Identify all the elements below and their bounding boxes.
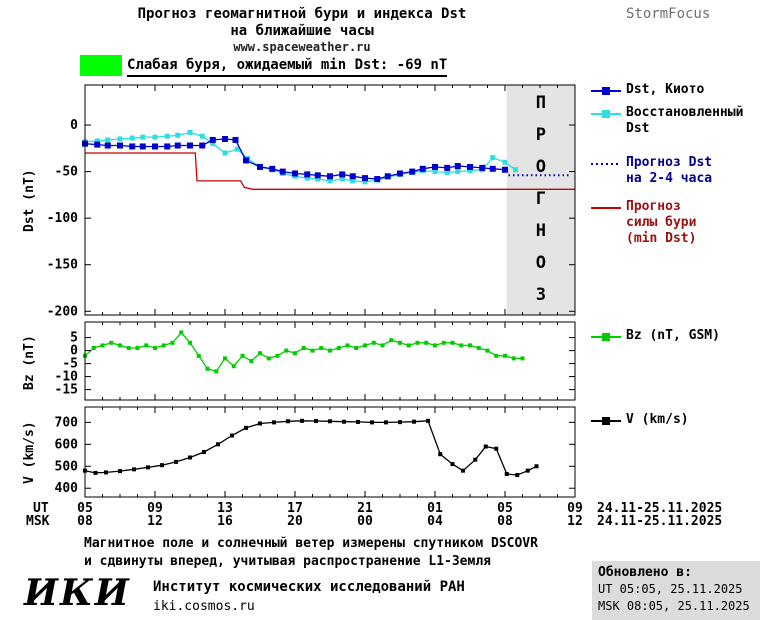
msk-date-range: 24.11-25.11.2025	[597, 514, 723, 529]
svg-text:Г: Г	[536, 189, 546, 209]
page-subtitle: на ближайшие часы	[230, 23, 374, 39]
svg-text:-15: -15	[55, 383, 78, 398]
legend-restored-dst: Восстановленный Dst	[591, 105, 743, 137]
legend-v: V (km/s)	[591, 412, 689, 428]
svg-text:05: 05	[77, 501, 93, 516]
svg-text:О: О	[536, 157, 546, 177]
svg-text:5: 5	[70, 331, 78, 346]
legend-dst-kyoto: Dst, Киото	[591, 82, 704, 98]
iki-logo: ИКИ	[24, 572, 131, 614]
svg-text:-150: -150	[47, 258, 78, 273]
updated-ut: UT 05:05, 25.11.2025	[598, 582, 743, 596]
svg-text:З: З	[536, 285, 546, 305]
svg-text:17: 17	[287, 501, 303, 516]
v-axis-label: V (km/s)	[22, 421, 37, 484]
legend-bz: Bz (nT, GSM)	[591, 328, 720, 344]
svg-text:П: П	[536, 93, 546, 113]
svg-text:00: 00	[357, 514, 373, 529]
svg-text:700: 700	[55, 415, 79, 430]
svg-text:-5: -5	[62, 357, 78, 372]
svg-text:0: 0	[70, 344, 78, 359]
ut-date-range: 24.11-25.11.2025	[597, 501, 723, 516]
svg-text:-100: -100	[47, 211, 78, 226]
svg-text:09: 09	[567, 501, 583, 516]
legend-label: V (km/s)	[626, 412, 689, 427]
svg-text:Н: Н	[536, 221, 546, 241]
svg-text:400: 400	[55, 481, 79, 496]
svg-text:Р: Р	[536, 125, 546, 145]
chart-panels: ПРОГНОЗ0-50-100-150-20050-5-10-157006005…	[47, 84, 583, 529]
dst-kyoto-swatch	[591, 87, 621, 95]
svg-text:08: 08	[497, 514, 513, 529]
footnote-line2: и сдвинуты вперед, учитывая распростране…	[84, 554, 491, 569]
svg-text:01: 01	[427, 501, 443, 516]
storm-alert-text: Слабая буря, ожидаемый min Dst: -69 nT	[127, 57, 448, 77]
legend-label: Bz (nT, GSM)	[626, 328, 720, 343]
legend-label: Восстановленный Dst	[626, 105, 744, 136]
svg-text:13: 13	[217, 501, 233, 516]
svg-text:-50: -50	[55, 165, 79, 180]
brand-label: StormFocus	[626, 6, 711, 22]
legend-storm-strength: Прогноз силы бури (min Dst)	[591, 199, 696, 247]
legend-label: Прогноз Dst на 2-4 часа	[626, 155, 713, 186]
svg-text:12: 12	[147, 514, 163, 529]
page-title: Прогноз геомагнитной бури и индекса Dst	[137, 6, 467, 22]
institute-url[interactable]: iki.cosmos.ru	[153, 599, 255, 614]
bz-swatch	[591, 333, 621, 341]
legend-label: Прогноз силы бури (min Dst)	[626, 199, 697, 246]
svg-text:20: 20	[287, 514, 303, 529]
svg-text:05: 05	[497, 501, 513, 516]
footnote-line1: Магнитное поле и солнечный ветер измерен…	[84, 536, 538, 551]
dst-axis-label: Dst (nT)	[22, 169, 37, 232]
updated-msk: MSK 08:05, 25.11.2025	[598, 599, 750, 613]
svg-text:21: 21	[357, 501, 373, 516]
svg-text:04: 04	[427, 514, 443, 529]
updated-box: Обновлено в: UT 05:05, 25.11.2025 MSK 08…	[592, 561, 760, 620]
svg-text:09: 09	[147, 501, 163, 516]
updated-title: Обновлено в:	[598, 565, 692, 580]
bz-axis-label: Bz (nT)	[22, 335, 37, 390]
legend-label: Dst, Киото	[626, 82, 705, 97]
ut-axis-prefix: UT	[33, 501, 49, 516]
svg-text:О: О	[536, 253, 546, 273]
site-link[interactable]: www.spaceweather.ru	[233, 40, 371, 54]
forecast-dst-swatch	[591, 163, 621, 165]
svg-text:-10: -10	[55, 370, 79, 385]
institute-name: Институт космических исследований РАН	[153, 579, 465, 595]
msk-axis-prefix: MSK	[26, 514, 50, 529]
svg-text:12: 12	[567, 514, 583, 529]
svg-text:500: 500	[55, 459, 79, 474]
svg-text:-200: -200	[47, 304, 78, 319]
svg-text:08: 08	[77, 514, 93, 529]
storm-strength-swatch	[591, 207, 621, 209]
restored-dst-swatch	[591, 110, 621, 118]
legend-forecast-dst: Прогноз Dst на 2-4 часа	[591, 155, 712, 187]
storm-level-swatch	[80, 55, 122, 76]
svg-text:600: 600	[55, 437, 79, 452]
v-swatch	[591, 417, 621, 425]
svg-text:16: 16	[217, 514, 233, 529]
svg-text:0: 0	[70, 118, 78, 133]
